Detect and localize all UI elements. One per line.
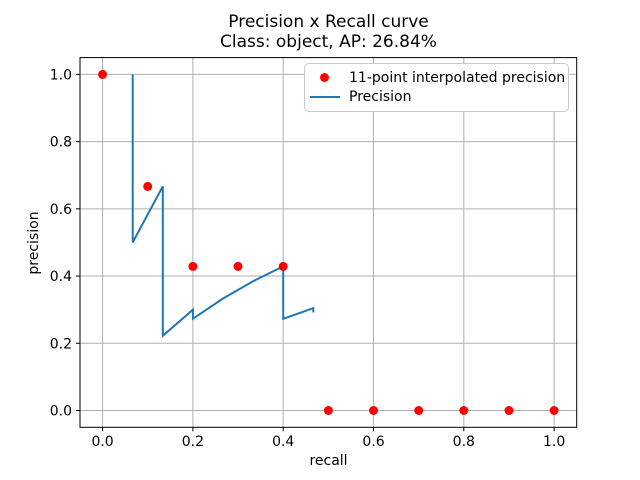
x-tick-label: 0.2 (182, 434, 204, 450)
y-tick-label: 0.8 (50, 135, 72, 151)
chart-title: Precision x Recall curve Class: object, … (80, 12, 577, 52)
y-tick-label: 0.4 (50, 269, 72, 285)
interpolated-precision-dot (278, 261, 288, 271)
legend-item-precision: Precision (305, 87, 568, 106)
plot-border (79, 57, 578, 428)
red-dot-marker-icon (320, 73, 329, 82)
interpolated-precision-dot (143, 181, 153, 191)
y-tick-label: 0.0 (50, 403, 72, 419)
legend-label-interpolated-precision: 11-point interpolated precision (349, 69, 566, 86)
x-axis-label: recall (309, 453, 348, 469)
interpolated-precision-dot (188, 261, 198, 271)
blue-line-marker-icon (309, 95, 340, 98)
y-tick-label: 0.6 (50, 202, 72, 218)
legend-marker-cell (305, 95, 344, 98)
y-tick-label: 0.2 (50, 336, 72, 352)
interpolated-precision-dot (459, 406, 469, 415)
x-tick-label: 1.0 (543, 434, 565, 450)
legend-marker-cell (305, 73, 344, 82)
x-tick-label: 0.4 (272, 434, 294, 450)
legend-label-precision: Precision (349, 88, 412, 105)
chart-title-line1: Precision x Recall curve (228, 12, 429, 32)
interpolated-precision-dot (549, 406, 559, 415)
interpolated-precision-dot (504, 406, 514, 415)
precision-curve (131, 74, 315, 338)
chart-title-line2: Class: object, AP: 26.84% (220, 31, 437, 52)
legend-item-interpolated-precision: 11-point interpolated precision (305, 68, 568, 87)
interpolated-precision-dot (233, 261, 243, 271)
interpolated-precision-dot (369, 406, 378, 415)
x-tick-label: 0.6 (362, 434, 384, 450)
y-axis-label: precision (26, 211, 42, 275)
legend: 11-point interpolated precision Precisio… (304, 63, 569, 112)
interpolated-precision-dot (98, 69, 108, 79)
interpolated-precision-dot (414, 406, 424, 415)
y-tick-label: 1.0 (50, 67, 72, 83)
x-tick-label: 0.8 (453, 434, 475, 450)
x-tick-label: 0.0 (91, 434, 113, 450)
interpolated-precision-dot (323, 406, 333, 415)
